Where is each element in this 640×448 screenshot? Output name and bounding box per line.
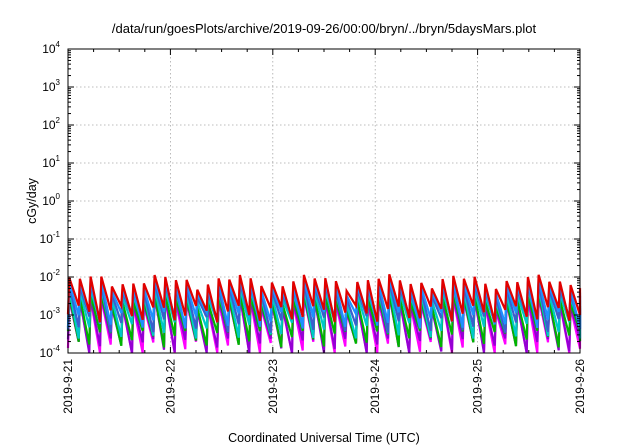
series-group xyxy=(66,273,582,354)
x-tick-label: 2019-9-26 xyxy=(573,359,587,414)
y-tick-label: 10-3 xyxy=(40,306,61,322)
y-tick-label: 104 xyxy=(42,40,60,56)
y-tick-base: 10 xyxy=(42,156,56,170)
y-tick-base: 10 xyxy=(42,118,56,132)
y-tick-exponent: -1 xyxy=(53,230,61,239)
y-tick-base: 10 xyxy=(42,42,56,56)
y-tick-label: 102 xyxy=(42,116,60,132)
y-tick-base: 10 xyxy=(40,270,54,284)
y-tick-exponent: 4 xyxy=(56,40,61,49)
ticks xyxy=(67,48,581,354)
x-tick-label: 2019-9-25 xyxy=(471,359,485,414)
y-tick-base: 10 xyxy=(40,308,54,322)
y-tick-exponent: 2 xyxy=(56,116,61,125)
y-tick-label: 10-4 xyxy=(40,344,61,360)
y-tick-label: 103 xyxy=(42,78,60,94)
y-tick-exponent: -4 xyxy=(53,344,61,353)
y-tick-base: 10 xyxy=(40,232,54,246)
y-tick-label: 10-1 xyxy=(40,230,61,246)
y-tick-label: 100 xyxy=(42,192,60,208)
x-tick-label: 2019-9-24 xyxy=(368,359,382,414)
x-tick-labels: 2019-9-21 2019-9-22 2019-9-23 2019-9-24 2019… xyxy=(61,359,587,414)
x-tick-label: 2019-9-23 xyxy=(266,359,280,414)
y-tick-label: 101 xyxy=(42,154,60,170)
y-tick-base: 10 xyxy=(40,346,54,360)
x-axis-label: Coordinated Universal Time (UTC) xyxy=(228,431,420,445)
y-tick-exponent: 3 xyxy=(56,78,61,87)
y-tick-label: 10-2 xyxy=(40,268,61,284)
y-tick-exponent: 1 xyxy=(56,154,61,163)
y-tick-exponent: -2 xyxy=(53,268,61,277)
y-tick-exponent: -3 xyxy=(53,306,61,315)
y-axis-label: cGy/day xyxy=(25,177,39,224)
x-tick-label: 2019-9-22 xyxy=(163,359,177,414)
y-tick-base: 10 xyxy=(42,194,56,208)
y-tick-exponent: 0 xyxy=(56,192,61,201)
y-tick-base: 10 xyxy=(42,80,56,94)
chart-title: /data/run/goesPlots/archive/2019-09-26/0… xyxy=(112,21,537,36)
series-line-7 xyxy=(66,273,582,323)
x-tick-label: 2019-9-21 xyxy=(61,359,75,414)
